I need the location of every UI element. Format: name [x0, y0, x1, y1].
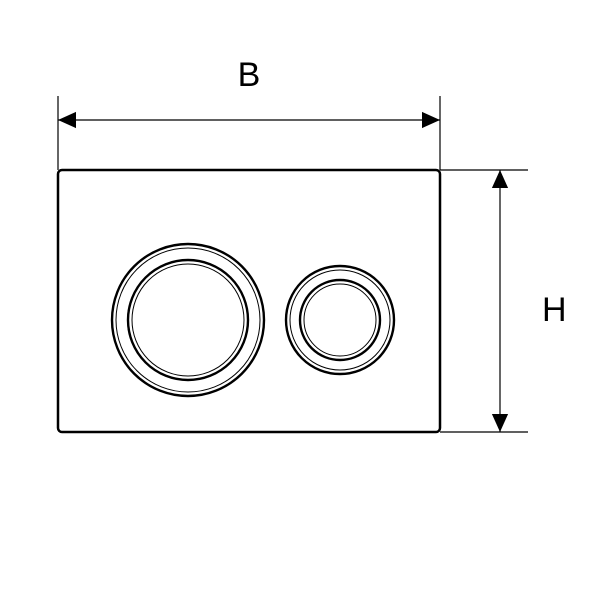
large-flush-button-ring-3 — [132, 264, 244, 376]
large-flush-button-ring-0 — [112, 244, 264, 396]
small-flush-button-ring-3 — [304, 284, 376, 356]
dim-h-arrow-top — [492, 170, 508, 188]
large-flush-button — [112, 244, 264, 396]
small-flush-button — [286, 266, 394, 374]
large-flush-button-ring-1 — [116, 248, 260, 392]
small-flush-button-ring-0 — [286, 266, 394, 374]
small-flush-button-ring-2 — [300, 280, 380, 360]
dim-h-arrow-bottom — [492, 414, 508, 432]
large-flush-button-ring-2 — [128, 260, 248, 380]
dim-b-label: B — [238, 56, 261, 94]
dim-b-arrow-left — [58, 112, 76, 128]
small-flush-button-ring-1 — [290, 270, 390, 370]
dim-h-label: H — [542, 291, 567, 329]
dim-b-arrow-right — [422, 112, 440, 128]
